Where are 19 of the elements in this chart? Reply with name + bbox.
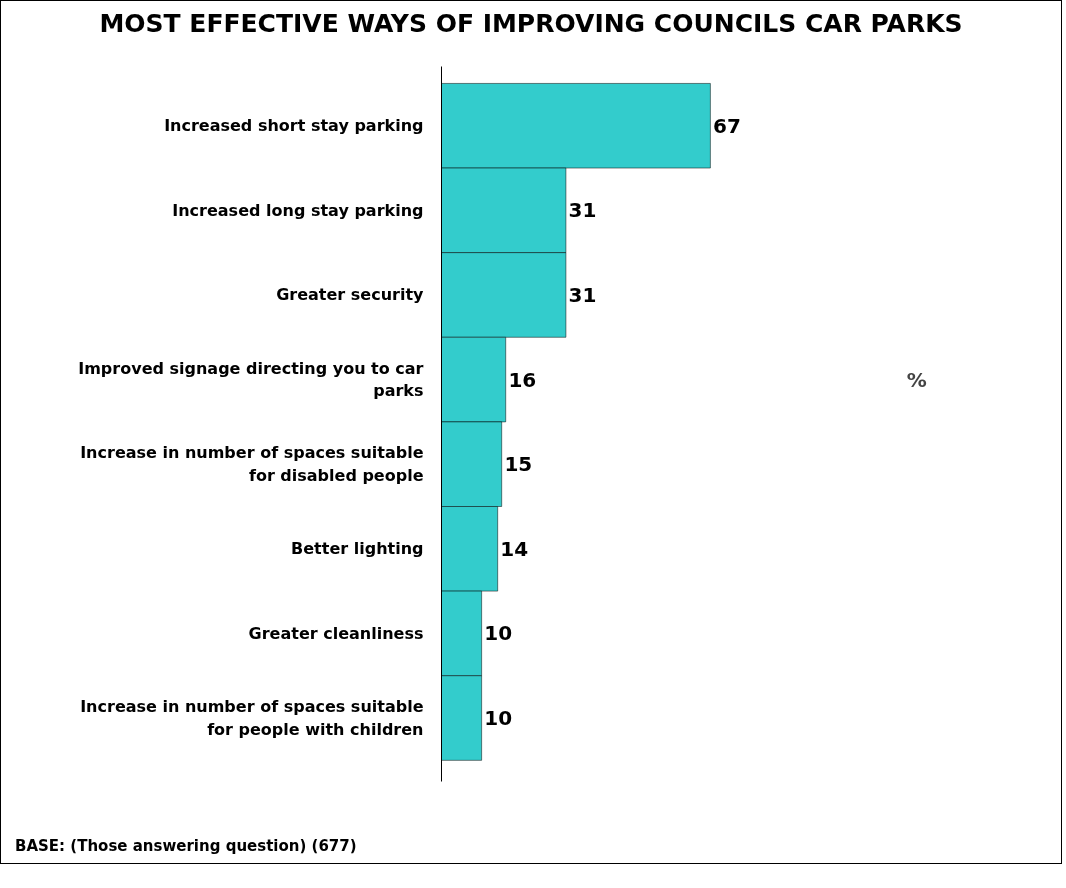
- y-tick-label: Increase in number of spaces suitable for disabled people: [80, 443, 424, 486]
- data-label: 31: [568, 198, 597, 223]
- data-label: 14: [500, 536, 529, 561]
- data-label: 10: [484, 621, 513, 646]
- y-tick-label: Improved signage directing you to car parks: [78, 358, 424, 401]
- text: BASE: (Those answering question) (677): [15, 836, 357, 857]
- data-label: 16: [508, 367, 537, 392]
- data-label: 15: [504, 452, 533, 477]
- text: %: [906, 367, 927, 392]
- data-label: 31: [568, 282, 597, 307]
- y-tick-label: Better lighting: [291, 539, 424, 559]
- y-tick-label: Greater security: [276, 285, 425, 305]
- y-tick-label: Greater cleanliness: [248, 623, 424, 643]
- y-tick-label: Increase in number of spaces suitable for people with children: [80, 697, 424, 739]
- data-label: 67: [713, 113, 741, 138]
- data-label: 10: [484, 706, 513, 731]
- y-tick-label: Increased short stay parking: [164, 116, 424, 136]
- y-tick-label: Increased long stay parking: [172, 200, 424, 220]
- chart-title: MOST EFFECTIVE WAYS OF IMPROVING COUNCILS CAR PARKS: [99, 8, 963, 40]
